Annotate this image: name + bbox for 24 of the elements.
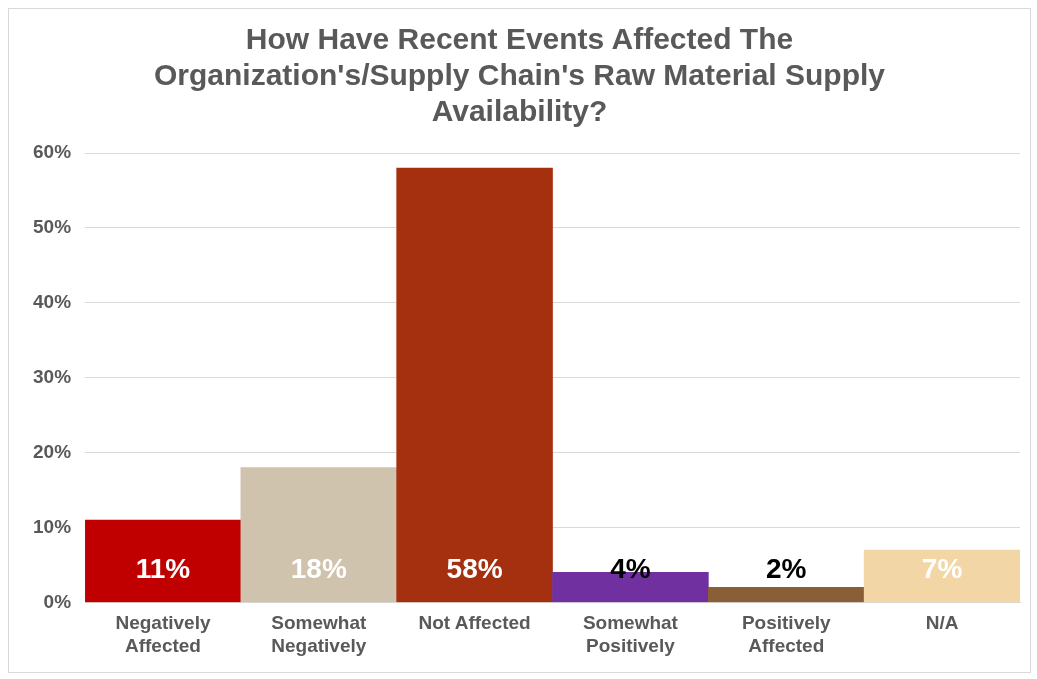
x-tick-label: Positively Affected xyxy=(741,612,832,656)
x-tick-label: Negatively Affected xyxy=(115,612,211,656)
x-tick-label: Somewhat Positively xyxy=(582,612,679,656)
y-tick-label: 10% xyxy=(33,515,72,537)
bar xyxy=(708,587,865,603)
x-tick-label: N/A xyxy=(925,612,959,634)
data-label: 11% xyxy=(135,553,191,585)
data-label: 58% xyxy=(446,553,503,585)
y-tick-label: 60% xyxy=(33,141,72,163)
y-tick-label: 20% xyxy=(33,440,72,462)
data-label: 18% xyxy=(290,553,347,585)
bar xyxy=(863,549,1020,603)
bar xyxy=(396,167,553,603)
x-tick-label: Not Affected xyxy=(418,612,531,634)
bar xyxy=(240,467,398,603)
x-tick-label: Somewhat Negatively xyxy=(271,612,367,656)
y-tick-label: 30% xyxy=(33,365,72,387)
bar xyxy=(85,519,242,603)
y-tick-label: 0% xyxy=(43,590,72,612)
data-label: 2% xyxy=(766,553,807,585)
chart-title: How Have Recent Events Affected The Organization's/Supply Chain's Raw Material Supply Availability? xyxy=(153,22,886,128)
data-label: 7% xyxy=(921,553,963,585)
y-tick-label: 40% xyxy=(33,291,72,313)
y-tick-label: 50% xyxy=(33,216,72,238)
